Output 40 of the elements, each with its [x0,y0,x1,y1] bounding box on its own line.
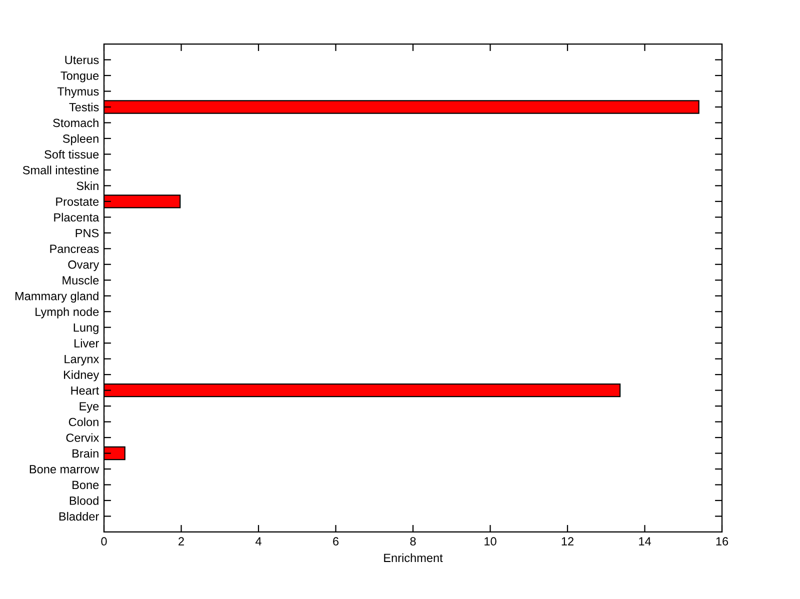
y-tick-label: Testis [69,102,99,112]
y-tick-label: Bone [72,480,99,490]
y-tick-label: Spleen [62,134,98,146]
x-tick-label: 0 [101,537,107,546]
y-tick-label: Prostate [56,198,99,206]
x-tick-label: 14 [639,537,651,546]
y-tick-label: Skin [76,181,98,190]
y-tick-label: Small intestine [22,166,99,174]
y-tick-label: Lymph node [36,307,99,318]
y-tick-label: Mammary gland [15,292,98,303]
y-tick-label: Uterus [65,56,99,64]
y-tick-label: Brain [72,448,98,458]
y-tick-label: Stomach [53,118,98,128]
x-tick-label: 16 [716,537,728,546]
y-tick-label: Bone marrow [30,465,100,474]
y-tick-label: Blood [70,496,98,505]
y-tick-label: Cervix [66,433,100,442]
x-tick-label: 6 [333,537,339,546]
x-axis-title: Enrichment [384,553,443,562]
y-tick-label: Eye [80,402,99,413]
y-tick-label: Bladder [59,512,99,521]
y-tick-label: Soft tissue [44,150,99,159]
y-tick-label: PNS [76,228,99,238]
y-tick-label: Thymus [57,86,99,98]
y-tick-label: Kidney [64,370,100,382]
x-tick-label: 8 [410,537,416,546]
x-tick-label: 2 [178,537,184,546]
y-tick-label: Colon [68,418,98,426]
y-tick-label: Lung [74,324,98,334]
y-tick-label: Muscle [62,276,99,285]
y-tick-label: Placenta [54,212,100,222]
y-tick-label: Liver [74,338,99,348]
x-tick-label: 12 [562,537,574,546]
y-tick-label: Ovary [68,260,100,272]
y-tick-label: Pancreas [50,244,99,254]
y-tick-label: Tongue [60,72,99,82]
x-tick-label: 10 [484,537,496,546]
y-tick-label: Larynx [64,354,100,366]
y-tick-label: Heart [71,386,100,395]
x-tick-label: 4 [255,537,262,546]
